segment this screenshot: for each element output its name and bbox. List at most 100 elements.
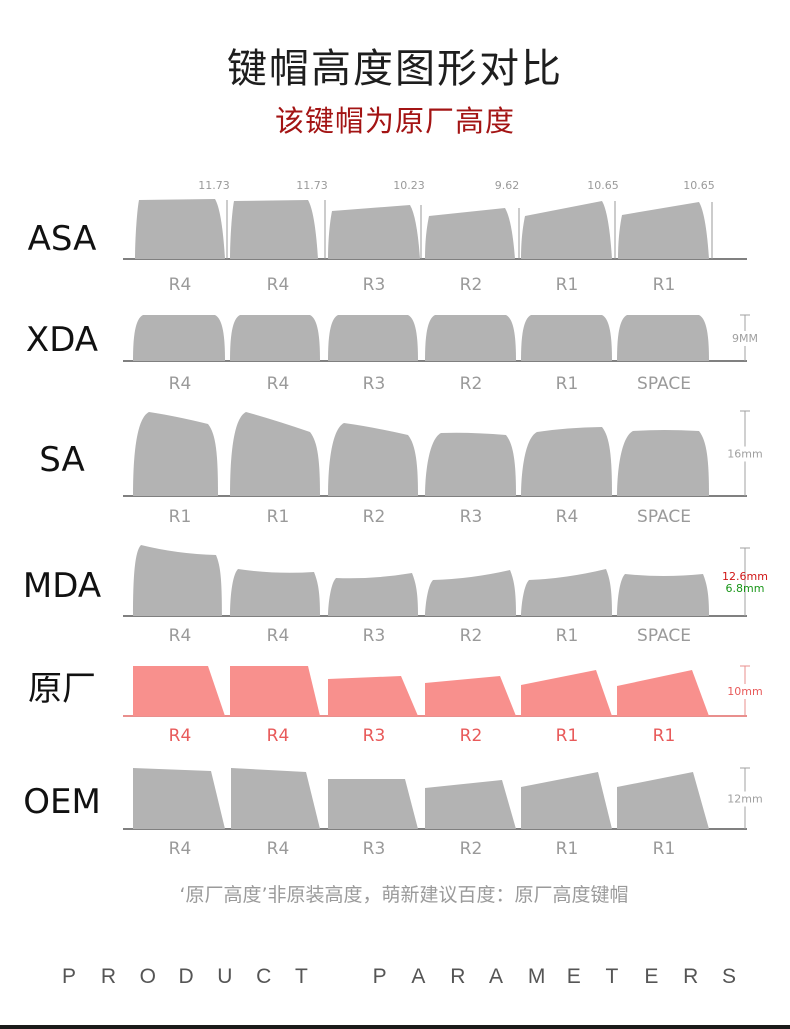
keycap-shape — [230, 569, 320, 616]
footer-letter: T — [605, 965, 619, 988]
measure-label: 12mm — [727, 793, 762, 806]
keycap-row-label: R3 — [363, 374, 386, 394]
keycap-shape — [521, 315, 612, 361]
keycap-row-label: SPACE — [637, 626, 691, 646]
keycap-height-label: 10.65 — [587, 179, 619, 192]
keycap-row-label: R2 — [460, 275, 483, 295]
keycap-shape — [133, 666, 225, 716]
footer-letter: R — [450, 965, 466, 988]
keycap-shape — [230, 315, 320, 361]
footer-letter: C — [256, 965, 272, 988]
keycap-shape — [328, 779, 418, 829]
keycap-row-label: R1 — [653, 839, 676, 859]
keycap-shape — [425, 780, 516, 829]
keycap-row-label: R4 — [267, 374, 290, 394]
keycap-row-label: R1 — [556, 374, 579, 394]
footer-letter: P — [372, 965, 387, 988]
keycap-shape — [425, 570, 516, 616]
keycap-shape — [521, 569, 612, 616]
keycap-row-label: R4 — [267, 626, 290, 646]
keycap-row-label: R2 — [363, 507, 386, 527]
footer-letter: A — [489, 965, 504, 988]
keycap-shape — [617, 315, 709, 361]
measure-label-bg — [725, 791, 765, 807]
keycap-row-label: R4 — [169, 626, 192, 646]
keycap-row-label: R4 — [267, 726, 290, 746]
keycap-row-label: R3 — [363, 726, 386, 746]
keycap-row-label: R3 — [363, 275, 386, 295]
keycap-row-label: R1 — [653, 275, 676, 295]
keycap-shape — [425, 432, 516, 496]
page-subtitle: 该键帽为原厂高度 — [274, 104, 515, 138]
page-title: 键帽高度图形对比 — [227, 46, 563, 92]
keycap-height-label: 11.73 — [198, 179, 230, 192]
keycap-height-label: 10.65 — [683, 179, 715, 192]
keycap-row-label: R4 — [267, 275, 290, 295]
keycap-row-label: R4 — [169, 839, 192, 859]
keycap-shape — [133, 768, 225, 829]
keycap-row-label: R1 — [169, 507, 192, 527]
keycap-height-label: 11.73 — [296, 179, 328, 192]
keycap-row-label: R2 — [460, 839, 483, 859]
footer-letter: R — [683, 965, 699, 988]
footer-letter: P — [62, 965, 77, 988]
keycap-shape — [425, 315, 516, 361]
footer-letter: A — [411, 965, 426, 988]
keycap-row-label: R4 — [267, 839, 290, 859]
keycap-shape — [133, 315, 225, 361]
keycap-row-label: SPACE — [637, 507, 691, 527]
keycap-row-label: R2 — [460, 626, 483, 646]
measure-label-top: 12.6mm — [722, 570, 768, 583]
keycap-shape — [328, 315, 418, 361]
keycap-shape — [617, 772, 709, 829]
measure-label-bg — [725, 331, 765, 346]
keycap-row-label: R4 — [556, 507, 579, 527]
footer-letter: U — [217, 965, 233, 988]
measure-label: 9MM — [732, 332, 758, 345]
keycap-shape — [521, 670, 612, 716]
measure-label: 10mm — [727, 685, 762, 698]
measure-label-bottom: 6.8mm — [726, 582, 765, 595]
keycap-shape — [230, 412, 320, 496]
keycap-shape — [521, 201, 612, 259]
keycap-row-label: R3 — [363, 626, 386, 646]
bottom-divider — [0, 1025, 790, 1029]
keycap-row-label: R1 — [556, 275, 579, 295]
keycap-shape — [521, 772, 612, 829]
keycap-shape — [521, 427, 612, 496]
profile-name-1: ASA — [28, 219, 97, 259]
keycap-shape — [230, 666, 320, 716]
keycap-row-label: R4 — [169, 726, 192, 746]
footer-letter: E — [644, 965, 659, 988]
keycap-shape — [231, 768, 320, 829]
profile-name-3: SA — [39, 440, 84, 480]
measure-label: 16mm — [727, 448, 762, 461]
keycap-row-label: R1 — [556, 839, 579, 859]
keycap-shape — [328, 205, 420, 259]
keycap-shape — [135, 199, 225, 259]
keycap-height-label: 10.23 — [393, 179, 425, 192]
keycap-row-label: R3 — [363, 839, 386, 859]
keycap-row-label: R1 — [556, 626, 579, 646]
profile-name-4: MDA — [23, 566, 101, 606]
keycap-row-label: R4 — [169, 374, 192, 394]
keycap-row-label: SPACE — [637, 374, 691, 394]
measure-label-bg — [725, 684, 765, 699]
profile-name-5: 原厂 — [28, 669, 96, 709]
keycap-shape — [328, 573, 418, 616]
keycap-row-label: R3 — [460, 507, 483, 527]
footer-letter: E — [566, 965, 581, 988]
footer-letter: T — [294, 965, 308, 988]
keycap-shape — [328, 423, 418, 496]
keycap-shape — [425, 676, 516, 716]
keycap-row-label: R1 — [556, 726, 579, 746]
keycap-shape — [133, 545, 222, 616]
keycap-shape — [230, 200, 318, 259]
keycap-row-label: R4 — [169, 275, 192, 295]
footer-letter: M — [527, 965, 546, 988]
footer-letter: O — [139, 965, 156, 988]
keycap-row-label: R1 — [267, 507, 290, 527]
keycap-shape — [618, 202, 709, 259]
keycap-shape — [617, 670, 709, 716]
